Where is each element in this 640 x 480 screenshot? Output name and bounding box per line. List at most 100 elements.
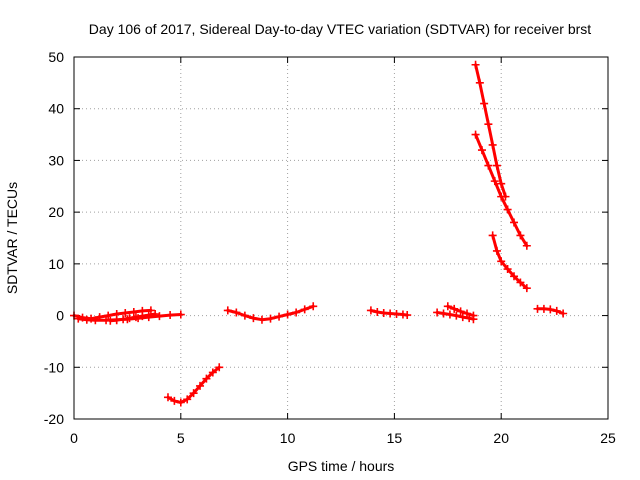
series-arc-3 (106, 310, 160, 325)
data-point (74, 314, 83, 323)
data-point (129, 307, 138, 316)
y-tick-label: 10 (48, 256, 64, 272)
y-tick-label: 30 (48, 152, 64, 168)
data-point (522, 284, 531, 293)
data-point (163, 393, 172, 402)
data-point (249, 314, 258, 323)
series-arc-4 (163, 363, 224, 407)
data-point (112, 316, 121, 325)
data-point (492, 246, 501, 255)
data-point (144, 311, 153, 320)
data-point (471, 60, 480, 69)
x-tick-label: 5 (177, 430, 185, 446)
data-point (443, 302, 452, 311)
y-tick-label: -20 (44, 411, 64, 427)
x-tick-label: 0 (70, 430, 78, 446)
x-axis-label: GPS time / hours (288, 458, 395, 474)
grid-lines (74, 57, 608, 419)
data-point (373, 307, 382, 316)
data-point (559, 309, 568, 318)
data-point (469, 311, 478, 320)
data-point (488, 231, 497, 240)
y-tick-label: 40 (48, 101, 64, 117)
data-point (176, 310, 185, 319)
data-point (463, 309, 472, 318)
data-point (488, 140, 497, 149)
data-point (546, 305, 555, 314)
data-point (202, 374, 211, 383)
data-point (452, 311, 461, 320)
x-tick-label: 20 (493, 430, 509, 446)
y-tick-label: 0 (56, 308, 64, 324)
series-arc-5 (223, 302, 318, 324)
data-point (510, 272, 519, 281)
data-point (283, 310, 292, 319)
series-layer (70, 60, 568, 407)
y-tick-label: 50 (48, 49, 64, 65)
data-point (155, 312, 164, 321)
data-point (497, 179, 506, 188)
series-arc-8 (443, 302, 478, 320)
data-point (170, 396, 179, 405)
data-point (166, 311, 175, 320)
data-point (522, 241, 531, 250)
series-arc-10 (471, 130, 531, 250)
x-tick-label: 25 (600, 430, 616, 446)
data-point (266, 314, 275, 323)
data-point (138, 312, 147, 321)
x-tick-label: 15 (387, 430, 403, 446)
x-tick-label: 10 (280, 430, 296, 446)
data-point (490, 177, 499, 186)
data-point (492, 161, 501, 170)
data-point (516, 231, 525, 240)
data-point (223, 306, 232, 315)
data-point (82, 315, 91, 324)
data-point (510, 218, 519, 227)
plot-frame (73, 56, 609, 420)
data-point (292, 308, 301, 317)
data-point (450, 304, 459, 313)
data-point (104, 311, 113, 320)
y-tick-label: 20 (48, 204, 64, 220)
data-point (275, 312, 284, 321)
y-tick-labels: -20 -10 0 10 20 30 40 50 (44, 49, 64, 427)
data-point (433, 308, 442, 317)
data-point (125, 314, 134, 323)
data-point (439, 309, 448, 318)
data-point (309, 302, 318, 311)
data-point (131, 313, 140, 322)
series-arc-6 (366, 306, 412, 320)
y-axis-label: SDTVAR / TECUs (4, 182, 20, 294)
data-point (503, 265, 512, 274)
data-point (183, 395, 192, 404)
data-point (497, 192, 506, 201)
data-point (189, 389, 198, 398)
data-point (516, 278, 525, 287)
data-point (240, 311, 249, 320)
chart-title: Day 106 of 2017, Sidereal Day-to-day VTE… (89, 21, 591, 37)
data-point (403, 311, 412, 320)
data-point (484, 161, 493, 170)
data-point (503, 205, 512, 214)
data-point (119, 315, 128, 324)
data-point (366, 306, 375, 315)
data-point (456, 307, 465, 316)
data-point (176, 398, 185, 407)
y-tick-label: -10 (44, 359, 64, 375)
series-arc-12 (533, 304, 568, 318)
data-point (196, 381, 205, 390)
data-point (480, 99, 489, 108)
data-point (257, 315, 266, 324)
data-point (445, 310, 454, 319)
data-point (208, 368, 217, 377)
data-point (477, 146, 486, 155)
data-point (121, 308, 130, 317)
data-point (300, 305, 309, 314)
data-point (146, 306, 155, 315)
data-point (458, 313, 467, 322)
data-point (497, 257, 506, 266)
x-tick-labels: 0 5 10 15 20 25 (70, 430, 616, 446)
data-point (552, 306, 561, 315)
